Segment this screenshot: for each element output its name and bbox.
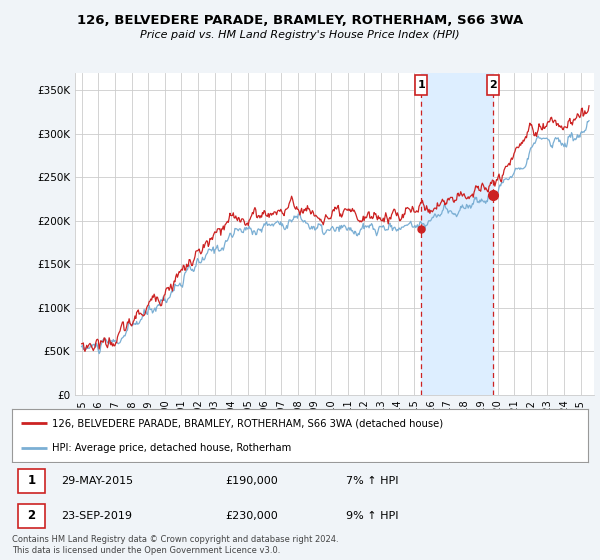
Text: Price paid vs. HM Land Registry's House Price Index (HPI): Price paid vs. HM Land Registry's House …: [140, 30, 460, 40]
Text: 2: 2: [489, 80, 497, 90]
Text: 7% ↑ HPI: 7% ↑ HPI: [346, 475, 398, 486]
Text: £230,000: £230,000: [225, 511, 278, 521]
FancyBboxPatch shape: [487, 76, 499, 95]
Text: 9% ↑ HPI: 9% ↑ HPI: [346, 511, 398, 521]
Text: 1: 1: [417, 80, 425, 90]
Text: 1: 1: [28, 474, 35, 487]
Text: £190,000: £190,000: [225, 475, 278, 486]
Text: 126, BELVEDERE PARADE, BRAMLEY, ROTHERHAM, S66 3WA: 126, BELVEDERE PARADE, BRAMLEY, ROTHERHA…: [77, 14, 523, 27]
Text: 29-MAY-2015: 29-MAY-2015: [61, 475, 133, 486]
FancyBboxPatch shape: [18, 504, 46, 528]
FancyBboxPatch shape: [415, 76, 427, 95]
Text: HPI: Average price, detached house, Rotherham: HPI: Average price, detached house, Roth…: [52, 442, 292, 452]
Text: 23-SEP-2019: 23-SEP-2019: [61, 511, 132, 521]
Text: Contains HM Land Registry data © Crown copyright and database right 2024.
This d: Contains HM Land Registry data © Crown c…: [12, 535, 338, 555]
Text: 126, BELVEDERE PARADE, BRAMLEY, ROTHERHAM, S66 3WA (detached house): 126, BELVEDERE PARADE, BRAMLEY, ROTHERHA…: [52, 418, 443, 428]
FancyBboxPatch shape: [18, 469, 46, 493]
Bar: [421, 73, 493, 395]
Text: 2: 2: [28, 509, 35, 522]
